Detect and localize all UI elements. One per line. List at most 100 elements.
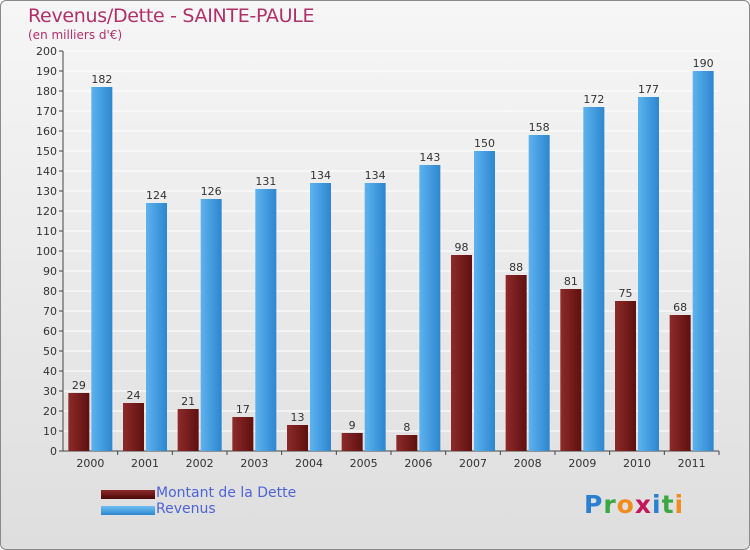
y-tick-label-100: 100 [36,245,57,258]
bar-dette-2007 [451,255,472,451]
data-label-dette-2008: 88 [509,261,523,274]
y-tick-label-30: 30 [43,385,57,398]
bar-revenus-2003 [255,189,277,451]
bar-revenus-2006 [419,165,441,451]
bar-revenus-2005 [364,183,386,451]
y-tick-label-60: 60 [43,325,57,338]
bar-dette-2006 [396,435,418,451]
data-label-dette-2002: 21 [181,395,195,408]
x-tick-label-2010: 2010 [623,457,651,470]
x-tick-label-2008: 2008 [514,457,542,470]
y-tick-label-120: 120 [36,205,57,218]
x-tick-label-2000: 2000 [76,457,104,470]
chart-subtitle: (en milliers d'€) [28,28,123,42]
bar-revenus-2004 [310,183,331,451]
x-tick-label-2001: 2001 [131,457,159,470]
logo-letter-5: t [661,490,675,519]
bar-dette-2004 [287,425,308,451]
data-label-revenus-2009: 172 [583,93,604,106]
x-tick-label-2011: 2011 [678,457,706,470]
bar-revenus-2011 [692,71,714,451]
bar-revenus-2001 [146,203,167,451]
y-tick-label-200: 200 [36,45,57,58]
y-tick-label-110: 110 [36,225,57,238]
axes: 0 10 20 30 40 50 60 70 80 90 100 110 120 130 140 150 160… [36,45,720,470]
bar-dette-2009 [560,289,582,451]
data-label-dette-2011: 68 [673,301,687,314]
x-tick-label-2005: 2005 [350,457,378,470]
y-tick-label-180: 180 [36,85,57,98]
data-label-revenus-2004: 134 [310,169,331,182]
x-tick-label-2003: 2003 [240,457,268,470]
y-tick-label-170: 170 [36,105,57,118]
x-tick-label-2009: 2009 [568,457,596,470]
bar-dette-2003 [232,417,254,451]
legend-swatch-dette [101,490,155,499]
bars [68,71,714,451]
bar-dette-2011 [669,315,691,451]
logo-letter-2: o [616,490,635,519]
data-label-revenus-2005: 134 [365,169,386,182]
data-label-revenus-2003: 131 [255,175,276,188]
bar-revenus-2009 [583,107,605,451]
logo-letter-0: P [584,490,604,519]
legend-label-revenus: Revenus [156,501,216,517]
y-tick-label-130: 130 [36,185,57,198]
y-tick-label-0: 0 [50,445,57,458]
y-tick-label-20: 20 [43,405,57,418]
bar-dette-2001 [123,403,144,451]
proxiti-logo: Proxiti [584,490,684,519]
bar-revenus-2008 [528,135,550,451]
y-tick-label-10: 10 [43,425,57,438]
logo-letter-4: i [652,490,662,519]
y-tick-label-190: 190 [36,65,57,78]
grid-lines [63,50,719,452]
bar-revenus-2007 [474,151,495,451]
data-label-revenus-2010: 177 [638,83,659,96]
data-label-dette-2009: 81 [564,275,578,288]
data-label-dette-2010: 75 [619,287,633,300]
legend-swatch-revenus [101,506,155,515]
logo-letter-1: r [603,490,617,519]
chart-title: Revenus/Dette - SAINTE-PAULE [28,5,315,27]
data-label-revenus-2011: 190 [693,57,714,70]
x-tick-label-2006: 2006 [404,457,432,470]
legend-label-dette: Montant de la Dette [156,485,297,501]
bar-dette-2000 [68,393,90,451]
y-tick-label-140: 140 [36,165,57,178]
data-label-revenus-2008: 158 [529,121,550,134]
y-tick-label-70: 70 [43,305,57,318]
bar-revenus-2002 [200,199,222,451]
data-label-dette-2005: 9 [349,419,356,432]
logo-letter-6: i [674,490,685,519]
data-label-dette-2001: 24 [127,389,141,402]
bar-revenus-2010 [638,97,659,451]
data-label-dette-2007: 98 [455,241,469,254]
x-tick-label-2007: 2007 [459,457,487,470]
y-tick-label-160: 160 [36,125,57,138]
data-label-revenus-2006: 143 [419,151,440,164]
data-label-revenus-2002: 126 [201,185,222,198]
y-tick-label-40: 40 [43,365,57,378]
data-label-revenus-2000: 182 [91,73,112,86]
data-label-dette-2004: 13 [291,411,305,424]
data-labels: 29 182 24 124 21 126 17 131 13 134 9 134 8 143 98 150 88… [72,57,714,434]
logo-letter-3: x [634,490,652,519]
y-tick-label-80: 80 [43,285,57,298]
bar-dette-2002 [177,409,199,451]
data-label-revenus-2001: 124 [146,189,167,202]
data-label-dette-2006: 8 [403,421,410,434]
y-tick-label-150: 150 [36,145,57,158]
bar-dette-2010 [615,301,636,451]
x-tick-label-2002: 2002 [186,457,214,470]
y-tick-label-50: 50 [43,345,57,358]
bar-revenus-2000 [91,87,113,451]
bar-dette-2008 [505,275,527,451]
bar-dette-2005 [341,433,363,451]
x-tick-label-2004: 2004 [295,457,323,470]
data-label-revenus-2007: 150 [474,137,495,150]
y-tick-label-90: 90 [43,265,57,278]
data-label-dette-2000: 29 [72,379,86,392]
